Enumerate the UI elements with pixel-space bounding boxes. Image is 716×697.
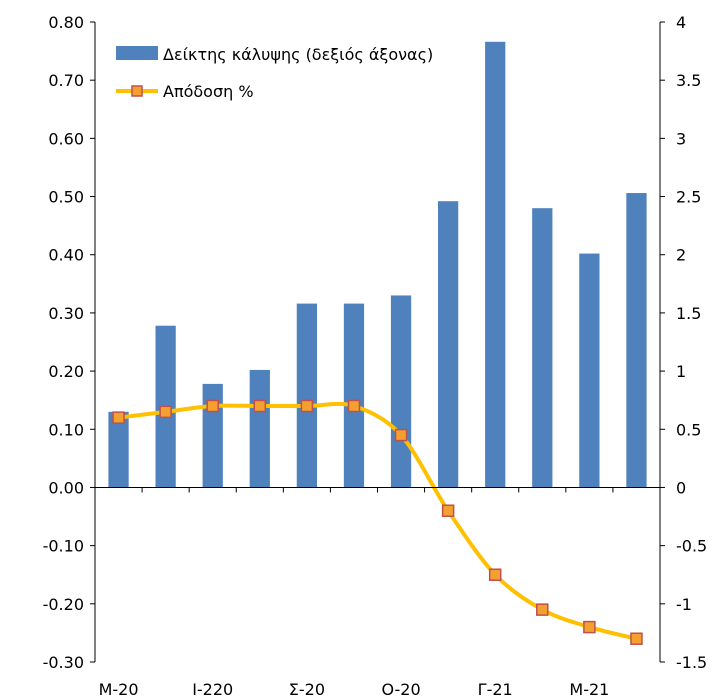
right-tick-label-9: -0.5 <box>676 537 707 556</box>
legend-marker-swatch <box>131 85 143 97</box>
left-tick-label-10: -0.20 <box>43 595 84 614</box>
legend-label-yield: Απόδοση % <box>163 82 254 101</box>
left-tick-label-3: 0.50 <box>48 188 84 207</box>
bar-10 <box>579 253 600 488</box>
yield-point-3 <box>253 399 267 413</box>
bar-0 <box>108 411 129 488</box>
x-tick-label-4: Σ-20 <box>289 680 325 697</box>
yield-point-0 <box>112 411 125 424</box>
bar-3 <box>249 369 270 488</box>
yield-point-8 <box>488 568 502 581</box>
right-tick-label-11: -1.5 <box>676 653 707 672</box>
yield-point-7 <box>441 504 455 517</box>
bar-8 <box>485 41 506 488</box>
right-tick-label-0: 4 <box>676 13 686 32</box>
right-tick-label-2: 3 <box>676 129 686 148</box>
legend-label-coverage: Δείκτης κάλυψης (δεξιός άξονας) <box>163 45 433 64</box>
yield-point-2 <box>206 399 219 413</box>
yield-point-6 <box>394 428 408 442</box>
bar-7 <box>438 201 459 488</box>
yield-point-4 <box>300 399 314 413</box>
yield-line <box>118 401 637 641</box>
left-tick-label-11: -0.30 <box>43 653 84 672</box>
x-tick-label-10: M-21 <box>569 680 609 697</box>
yield-point-10 <box>583 620 596 634</box>
legend-bar-swatch <box>116 46 158 60</box>
left-tick-label-8: 0.00 <box>48 478 84 497</box>
x-tick-label-6: O-20 <box>381 680 420 697</box>
right-tick-label-4: 2 <box>676 246 686 265</box>
bar-5 <box>343 303 365 488</box>
bar-9 <box>532 208 553 488</box>
bar-11 <box>626 193 647 488</box>
left-tick-label-9: -0.10 <box>43 537 84 556</box>
right-tick-label-1: 3.5 <box>676 71 701 90</box>
left-tick-label-0: 0.80 <box>48 13 84 32</box>
x-tick-label-8: Γ-21 <box>478 680 513 697</box>
right-tick-label-8: 0 <box>676 478 686 497</box>
left-tick-label-5: 0.30 <box>48 304 84 323</box>
left-tick-label-1: 0.70 <box>48 71 84 90</box>
left-tick-label-2: 0.60 <box>48 129 84 148</box>
legend: Δείκτης κάλυψης (δεξιός άξονας) Απόδοση … <box>116 45 433 101</box>
x-tick-label-2: I-220 <box>192 680 233 697</box>
yield-point-1 <box>159 405 172 419</box>
right-tick-label-7: 0.5 <box>676 420 701 439</box>
right-tick-label-5: 1.5 <box>676 304 701 323</box>
bar-4 <box>296 303 317 488</box>
left-tick-label-4: 0.40 <box>48 246 84 265</box>
bar-2 <box>202 383 223 488</box>
axes: 0.800.700.600.500.400.300.200.100.00-0.1… <box>43 13 708 697</box>
left-tick-label-7: 0.10 <box>48 420 84 439</box>
bar-6 <box>390 295 412 488</box>
left-tick-label-6: 0.20 <box>48 362 84 381</box>
plot-area <box>108 41 647 645</box>
yield-point-5 <box>347 399 361 413</box>
x-tick-label-0: M-20 <box>99 680 139 697</box>
right-tick-label-3: 2.5 <box>676 188 701 207</box>
right-tick-label-10: -1 <box>676 595 692 614</box>
yield-point-11 <box>630 632 643 645</box>
yield-point-9 <box>536 603 549 616</box>
right-tick-label-6: 1 <box>676 362 686 381</box>
